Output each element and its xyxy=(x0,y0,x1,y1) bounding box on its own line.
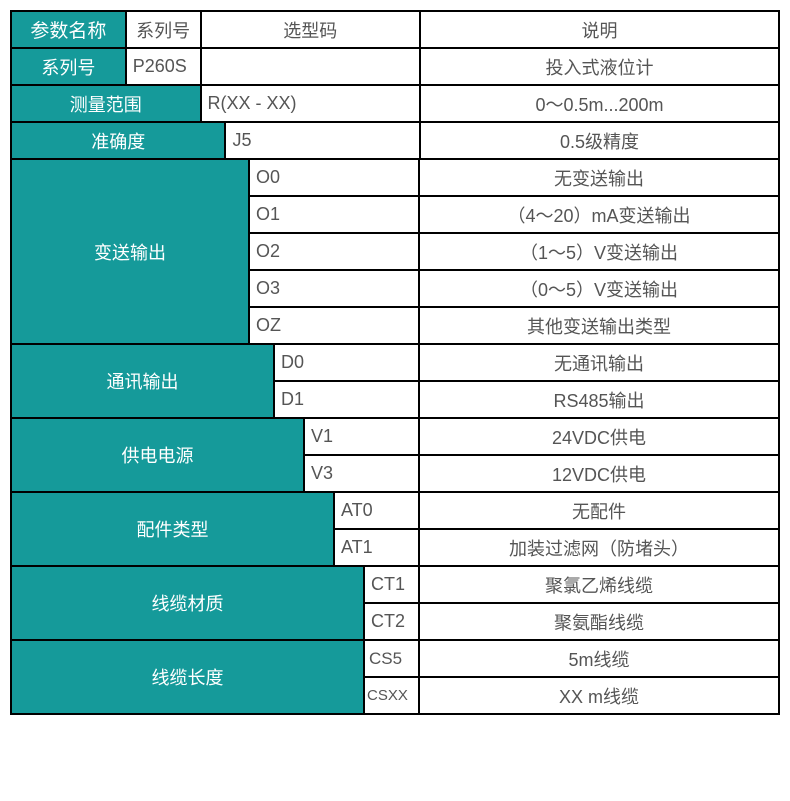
header-row: 参数名称 系列号 选型码 说明 xyxy=(11,11,779,48)
code-power-1: V3 xyxy=(304,455,419,492)
spec-table: 参数名称 系列号 选型码 说明 系列号 P260S 投入式液位计 测量范围 R(… xyxy=(10,10,780,715)
label-power: 供电电源 xyxy=(11,418,304,492)
row-range: 测量范围 R(XX - XX) 0～0.5m...200m xyxy=(11,85,779,122)
group-cable-mat: 线缆材质 CT1 聚氯乙烯线缆 CT2 聚氨酯线缆 xyxy=(11,566,779,640)
code-accessory-0: AT0 xyxy=(334,492,419,529)
code-output-0: O0 xyxy=(249,159,419,196)
desc-output-4: 其他变送输出类型 xyxy=(419,307,779,344)
code-output-2: O2 xyxy=(249,233,419,270)
label-comm: 通讯输出 xyxy=(11,344,274,418)
label-series: 系列号 xyxy=(11,48,126,85)
row-series: 系列号 P260S 投入式液位计 xyxy=(11,48,779,85)
code-power-0: V1 xyxy=(304,418,419,455)
desc-output-2: （1～5）V变送输出 xyxy=(419,233,779,270)
code-series: P260S xyxy=(126,48,201,85)
code-output-3: O3 xyxy=(249,270,419,307)
desc-range: 0～0.5m...200m xyxy=(420,85,779,122)
label-cable-mat: 线缆材质 xyxy=(11,566,364,640)
desc-cable-mat-0: 聚氯乙烯线缆 xyxy=(419,566,779,603)
desc-accuracy: 0.5级精度 xyxy=(420,122,779,159)
group-comm: 通讯输出 D0 无通讯输出 D1 RS485输出 xyxy=(11,344,779,418)
code-cable-len-1: CSXX xyxy=(364,677,419,714)
label-range: 测量范围 xyxy=(11,85,201,122)
label-output: 变送输出 xyxy=(11,159,249,344)
group-cable-len: 线缆长度 CS5 5m线缆 CSXX XX m线缆 xyxy=(11,640,779,714)
empty-series xyxy=(201,48,420,85)
code-output-1: O1 xyxy=(249,196,419,233)
header-selection-code: 选型码 xyxy=(201,11,420,48)
desc-cable-len-1: XX m线缆 xyxy=(419,677,779,714)
code-accuracy: J5 xyxy=(225,122,420,159)
desc-accessory-1: 加装过滤网（防堵头） xyxy=(419,529,779,566)
label-accuracy: 准确度 xyxy=(11,122,225,159)
label-accessory: 配件类型 xyxy=(11,492,334,566)
group-output: 变送输出 O0 无变送输出 O1 （4～20）mA变送输出 O2 （1～5）V变… xyxy=(11,159,779,344)
desc-accessory-0: 无配件 xyxy=(419,492,779,529)
desc-series: 投入式液位计 xyxy=(420,48,779,85)
group-accessory: 配件类型 AT0 无配件 AT1 加装过滤网（防堵头） xyxy=(11,492,779,566)
header-series: 系列号 xyxy=(126,11,201,48)
desc-cable-len-0: 5m线缆 xyxy=(419,640,779,677)
code-comm-0: D0 xyxy=(274,344,419,381)
code-range: R(XX - XX) xyxy=(201,85,420,122)
code-accessory-1: AT1 xyxy=(334,529,419,566)
desc-output-0: 无变送输出 xyxy=(419,159,779,196)
row-accuracy: 准确度 J5 0.5级精度 xyxy=(11,122,779,159)
desc-output-3: （0～5）V变送输出 xyxy=(419,270,779,307)
desc-output-1: （4～20）mA变送输出 xyxy=(419,196,779,233)
desc-power-0: 24VDC供电 xyxy=(419,418,779,455)
code-output-4: OZ xyxy=(249,307,419,344)
label-cable-len: 线缆长度 xyxy=(11,640,364,714)
code-cable-len-0: CS5 xyxy=(364,640,419,677)
desc-comm-1: RS485输出 xyxy=(419,381,779,418)
group-power: 供电电源 V1 24VDC供电 V3 12VDC供电 xyxy=(11,418,779,492)
desc-comm-0: 无通讯输出 xyxy=(419,344,779,381)
code-cable-mat-0: CT1 xyxy=(364,566,419,603)
header-description: 说明 xyxy=(420,11,779,48)
desc-cable-mat-1: 聚氨酯线缆 xyxy=(419,603,779,640)
code-cable-mat-1: CT2 xyxy=(364,603,419,640)
header-param-name: 参数名称 xyxy=(11,11,126,48)
desc-power-1: 12VDC供电 xyxy=(419,455,779,492)
code-comm-1: D1 xyxy=(274,381,419,418)
